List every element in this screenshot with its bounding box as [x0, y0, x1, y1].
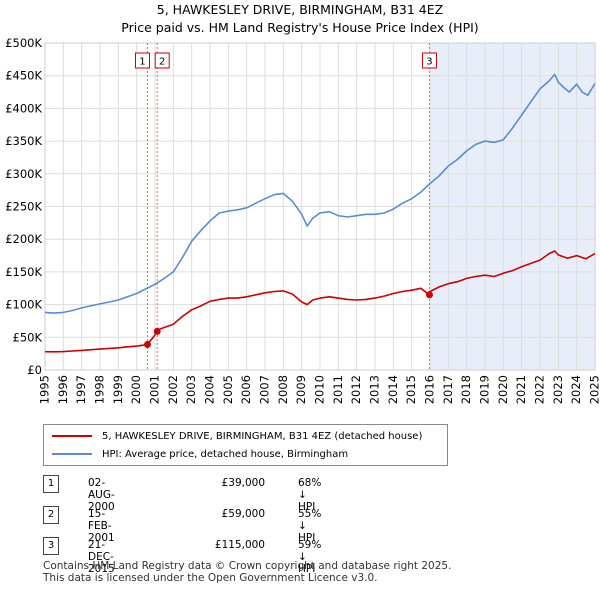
- transaction-price: £39,000: [221, 477, 265, 489]
- transaction-label-number: 1: [139, 57, 145, 68]
- x-tick-label: 1999: [111, 375, 125, 404]
- footer-copyright: Contains HM Land Registry data © Crown c…: [43, 560, 452, 572]
- chart-title: 5, HAWKESLEY DRIVE, BIRMINGHAM, B31 4EZ: [156, 2, 444, 17]
- plot-border: [44, 42, 596, 371]
- x-tick-label: 2016: [423, 375, 437, 404]
- x-tick-label: 2013: [368, 375, 382, 404]
- y-tick-label: £300K: [5, 167, 42, 181]
- transaction-hpi: 59% ↓ HPI: [298, 539, 322, 575]
- x-tick-label: 1995: [38, 375, 52, 404]
- x-tick-label: 2024: [569, 375, 583, 404]
- x-tick-label: 2004: [203, 375, 217, 404]
- y-tick-label: £50K: [13, 330, 43, 344]
- transaction-label-box: [421, 52, 437, 69]
- x-tick-label: 2023: [551, 375, 565, 404]
- x-tick-label: 2018: [459, 375, 473, 404]
- x-tick-label: 2009: [294, 375, 308, 404]
- chart-legend: 5, HAWKESLEY DRIVE, BIRMINGHAM, B31 4EZ …: [43, 424, 448, 466]
- x-tick-label: 2010: [313, 375, 327, 404]
- x-tick-label: 1996: [56, 375, 70, 404]
- y-tick-label: £0: [27, 363, 42, 377]
- transaction-date: 15-FEB-2001: [88, 508, 115, 544]
- x-tick-label: 2012: [349, 375, 363, 404]
- y-tick-label: £400K: [5, 101, 42, 115]
- transaction-point: [143, 340, 151, 348]
- x-tick-label: 2014: [386, 375, 400, 404]
- x-tick-label: 2008: [276, 375, 290, 404]
- transaction-date: 02-AUG-2000: [88, 477, 115, 513]
- x-tick-label: 2003: [184, 375, 198, 404]
- transaction-label-box: [154, 52, 170, 69]
- transaction-number: 1: [43, 475, 59, 493]
- y-tick-label: £150K: [5, 265, 42, 279]
- transaction-number: 2: [43, 506, 59, 524]
- x-tick-label: 2017: [441, 375, 455, 404]
- legend-item-property: 5, HAWKESLEY DRIVE, BIRMINGHAM, B31 4EZ …: [44, 428, 422, 444]
- legend-label-property: 5, HAWKESLEY DRIVE, BIRMINGHAM, B31 4EZ …: [102, 430, 423, 442]
- y-tick-label: £350K: [5, 134, 42, 148]
- transaction-point: [153, 327, 161, 335]
- legend-item-hpi: HPI: Average price, detached house, Birm…: [44, 446, 348, 462]
- y-tick-label: £250K: [5, 200, 42, 214]
- x-tick-label: 2011: [331, 375, 345, 404]
- transaction-price: £115,000: [214, 539, 265, 551]
- legend-swatch-blue: [52, 453, 92, 455]
- x-tick-label: 2021: [514, 375, 528, 404]
- x-tick-label: 2006: [239, 375, 253, 404]
- transaction-hpi: 55% ↓ HPI: [298, 508, 322, 544]
- transaction-price: £59,000: [221, 508, 265, 520]
- y-tick-label: £100K: [5, 298, 42, 312]
- x-tick-label: 1997: [74, 375, 88, 404]
- footer-licence: This data is licensed under the Open Gov…: [43, 572, 378, 584]
- x-tick-label: 2020: [496, 375, 510, 404]
- chart-subtitle: Price paid vs. HM Land Registry's House …: [121, 20, 479, 35]
- transaction-date: 21-DEC-2015: [88, 539, 115, 575]
- x-tick-label: 2000: [129, 375, 143, 404]
- legend-label-hpi: HPI: Average price, detached house, Birm…: [102, 448, 349, 460]
- legend-swatch-red: [52, 435, 92, 437]
- series-line-hpi: [44, 73, 596, 314]
- y-tick-label: £500K: [5, 36, 42, 50]
- y-tick-label: £450K: [5, 69, 42, 83]
- transaction-number: 3: [43, 537, 59, 555]
- transaction-label-number: 2: [159, 57, 165, 68]
- x-tick-label: 2025: [588, 375, 600, 404]
- transaction-label-box: [134, 52, 150, 69]
- y-tick-label: £200K: [5, 232, 42, 246]
- x-tick-label: 2002: [166, 375, 180, 404]
- price-chart: £0 £50K £100K £150K £200K £250K £300K £350K £400…: [5, 36, 600, 404]
- x-tick-label: 2015: [404, 375, 418, 404]
- transaction-hpi: 68% ↓ HPI: [298, 477, 322, 513]
- x-tick-label: 2022: [533, 375, 547, 404]
- x-tick-label: 2005: [221, 375, 235, 404]
- x-tick-label: 1998: [93, 375, 107, 404]
- x-tick-label: 2001: [148, 375, 162, 404]
- transaction-label-number: 3: [426, 57, 432, 68]
- transaction-point: [425, 291, 433, 299]
- x-tick-label: 2019: [478, 375, 492, 404]
- x-tick-label: 2007: [258, 375, 272, 404]
